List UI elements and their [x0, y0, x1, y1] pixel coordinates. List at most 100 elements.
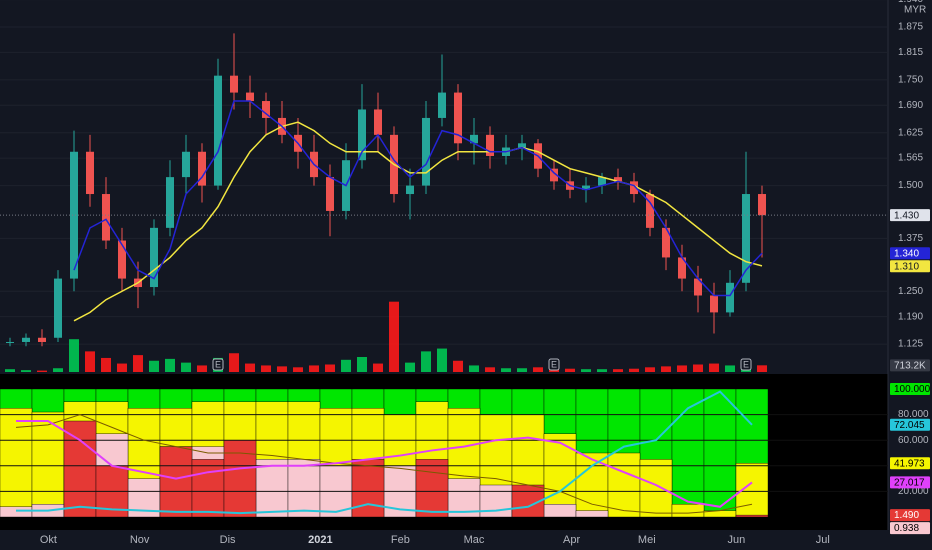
- volume-bar: [341, 359, 351, 372]
- volume-bar: [37, 370, 47, 372]
- candle-body: [358, 109, 366, 161]
- volume-bar: [21, 370, 31, 372]
- volume-bar: [533, 367, 543, 372]
- volume-bar: [645, 367, 655, 372]
- volume-bar: [629, 368, 639, 372]
- x-tick-label: Dis: [220, 534, 236, 546]
- price-label: 1.340: [894, 248, 919, 259]
- volume-bar: [469, 365, 479, 372]
- volume-bar: [117, 363, 127, 372]
- candle-body: [182, 151, 190, 178]
- band-column: [0, 408, 33, 518]
- volume-bar: [229, 353, 239, 372]
- volume-bar: [181, 362, 191, 372]
- indicator-line: [16, 390, 753, 515]
- x-tick-label: Feb: [391, 534, 410, 546]
- volume-bar: [405, 362, 415, 372]
- candle-body: [614, 177, 622, 182]
- price-label-box: [890, 247, 930, 260]
- price-label: 72.045: [894, 420, 925, 431]
- candle-body: [214, 75, 222, 186]
- volume-bar: [277, 366, 287, 372]
- band-column: [607, 452, 641, 518]
- candle-body: [646, 194, 654, 228]
- event-marker: [212, 358, 224, 371]
- candle-body: [438, 92, 446, 118]
- y-tick-label: 1.625: [898, 127, 923, 138]
- volume-bar: [581, 369, 591, 372]
- volume-bar: [709, 363, 719, 372]
- candle-body: [550, 168, 558, 182]
- band-column: [575, 510, 609, 518]
- candle-body: [150, 227, 158, 288]
- indicator-line: [15, 414, 753, 514]
- candle-body: [582, 185, 590, 190]
- indicator-line: [16, 420, 753, 508]
- volume-bar: [69, 339, 79, 372]
- y-tick-label: 1.940: [898, 0, 923, 5]
- band-column: [255, 459, 289, 518]
- y-tick-label: 1.750: [898, 75, 923, 86]
- volume-bar: [133, 355, 143, 372]
- candle-body: [454, 92, 462, 144]
- band-column: [63, 420, 97, 518]
- volume-bar: [293, 367, 303, 372]
- band-column: [415, 459, 449, 518]
- candle-body: [630, 181, 638, 195]
- candle-body: [166, 177, 174, 228]
- candle-body: [38, 337, 46, 342]
- x-tick-label: Jul: [816, 534, 830, 546]
- candle-body: [710, 295, 718, 313]
- volume-bar: [197, 365, 207, 372]
- candle-body: [758, 194, 766, 216]
- candle-body: [54, 278, 62, 338]
- event-label: E: [743, 359, 749, 369]
- volume-bar: [597, 369, 607, 372]
- band-column: [159, 446, 193, 518]
- price-label: 27.017: [894, 478, 925, 489]
- volume-bar: [85, 351, 95, 372]
- y-tick-label: 1.690: [898, 100, 923, 111]
- candle-body: [598, 177, 606, 186]
- y-tick-label: 1.250: [898, 286, 923, 297]
- candle-body: [86, 151, 94, 195]
- price-label-box: [890, 457, 930, 470]
- candle-body: [70, 151, 78, 279]
- x-tick-label: Mac: [464, 534, 485, 546]
- event-marker: [548, 358, 560, 371]
- candle-body: [6, 341, 14, 343]
- x-tick-label: Okt: [40, 534, 57, 546]
- band-column: [191, 459, 225, 518]
- volume-bar: [101, 357, 111, 372]
- y-tick-label: 1.190: [898, 311, 923, 322]
- price-label-box: [890, 260, 930, 273]
- y-tick-label: 1.875: [898, 22, 923, 33]
- price-label-box: [890, 383, 930, 395]
- event-label: E: [215, 359, 221, 369]
- price-label: 713.2K: [894, 360, 926, 371]
- y-tick-label: 1.375: [898, 233, 923, 244]
- band-column: [31, 411, 65, 518]
- candle-body: [486, 134, 494, 156]
- price-label: 1.430: [894, 210, 919, 221]
- x-tick-label: 2021: [308, 534, 332, 546]
- band-column: [543, 504, 577, 518]
- x-tick-label: Jun: [728, 534, 746, 546]
- volume-bar: [389, 301, 399, 372]
- candle-body: [326, 177, 334, 211]
- volume-bar: [661, 366, 671, 372]
- candle-body: [374, 109, 382, 135]
- candle-body: [422, 117, 430, 186]
- price-label: 1.490: [894, 510, 919, 521]
- volume-bar: [437, 348, 447, 372]
- band-column: [287, 459, 321, 518]
- volume-bar: [677, 365, 687, 372]
- y-tick-label: 1.815: [898, 47, 923, 58]
- band-column: [0, 506, 33, 518]
- band-column: [639, 459, 673, 518]
- candle-body: [470, 134, 478, 144]
- candle-body: [742, 194, 750, 283]
- volume-bar: [165, 358, 175, 372]
